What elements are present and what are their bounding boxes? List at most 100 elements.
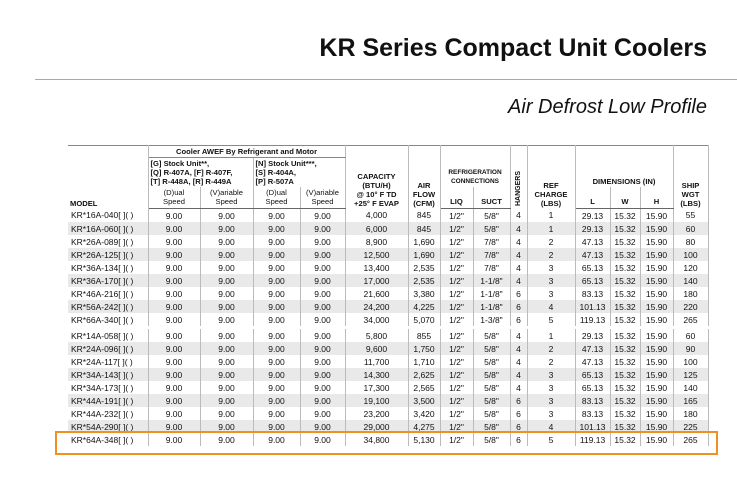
- cell: 34,800: [345, 433, 409, 446]
- cell: 1: [527, 222, 576, 235]
- cell: 15.90: [640, 261, 674, 274]
- cell: 1/2": [440, 368, 474, 381]
- cell: 9.00: [253, 368, 301, 381]
- cell: 4: [510, 222, 528, 235]
- cell: 15.90: [640, 208, 674, 222]
- cell: 9.00: [148, 248, 201, 261]
- cell: 9.00: [300, 274, 346, 287]
- table-row: KR*54A-290[ ]( ) 9.00 9.00 9.00 9.00 29,000 4,…: [68, 420, 709, 433]
- table-row: KR*44A-232[ ]( ) 9.00 9.00 9.00 9.00 23,200 3,…: [68, 407, 709, 420]
- header-text: SHIP: [681, 180, 700, 190]
- header-cell: SUCT: [473, 187, 511, 209]
- header-text: [N] Stock Unit***,: [255, 159, 317, 168]
- cell: 13,400: [345, 261, 409, 274]
- cell: 225: [673, 420, 709, 433]
- header-cell: Cooler AWEF By Refrigerant and Motor: [148, 145, 346, 158]
- cell: 9.00: [200, 407, 254, 420]
- cell: 9.00: [253, 326, 301, 342]
- cell: 7/8": [473, 261, 511, 274]
- cell: 65.13: [575, 368, 611, 381]
- cell: 9.00: [300, 313, 346, 328]
- cell: 83.13: [575, 407, 611, 420]
- cell: 12,500: [345, 248, 409, 261]
- cell: 15.90: [640, 274, 674, 287]
- header-text: [T] R-448A, [R] R-449A: [150, 177, 232, 186]
- header-text: (LBS): [540, 198, 562, 208]
- cell: 15.90: [640, 420, 674, 433]
- cell: 6: [510, 433, 528, 446]
- cell: 1/2": [440, 235, 474, 248]
- cell: 4: [510, 342, 528, 355]
- cell: 125: [673, 368, 709, 381]
- cell: 6: [510, 407, 528, 420]
- table-row: KR*46A-216[ ]( ) 9.00 9.00 9.00 9.00 21,600 3,…: [68, 287, 709, 300]
- header-text: [G] Stock Unit**,: [150, 159, 210, 168]
- subtitle: Air Defrost Low Profile: [508, 96, 707, 118]
- header-text: W: [621, 197, 629, 206]
- cell: 265: [673, 313, 709, 328]
- header-cell: (D)ual Speed: [148, 187, 201, 209]
- cell: KR*14A-058[ ]( ): [68, 326, 149, 342]
- cell: 9.00: [300, 355, 346, 368]
- cell: 9.00: [253, 222, 301, 235]
- header-cell: CAPACITY (BTU/H) @ 10° F TD +25° F EVAP: [345, 145, 409, 209]
- cell: 3,500: [408, 394, 441, 407]
- cell: 9.00: [300, 222, 346, 235]
- cell: 9.00: [200, 274, 254, 287]
- cell: 47.13: [575, 355, 611, 368]
- cell: 9.00: [253, 248, 301, 261]
- header-text: Speed: [311, 197, 334, 206]
- cell: 15.90: [640, 342, 674, 355]
- cell: KR*44A-191[ ]( ): [68, 394, 149, 407]
- cell: 15.32: [610, 208, 641, 222]
- cell: 9.00: [253, 287, 301, 300]
- cell: 15.32: [610, 300, 641, 313]
- header-cell: HANGERS: [510, 145, 528, 209]
- header-cell: L: [575, 187, 611, 209]
- cell: 7/8": [473, 235, 511, 248]
- header-cell: (V)ariable Speed: [300, 187, 346, 209]
- cell: 1/2": [440, 394, 474, 407]
- header-text: CHARGE: [534, 189, 568, 199]
- cell: 9.00: [200, 433, 254, 446]
- cell: 9.00: [148, 274, 201, 287]
- cell: 15.32: [610, 326, 641, 342]
- cell: 9.00: [148, 407, 201, 420]
- cell: 15.32: [610, 222, 641, 235]
- cell: 3: [527, 368, 576, 381]
- cell: 5/8": [473, 420, 511, 433]
- cell: 4,225: [408, 300, 441, 313]
- cell: 3: [527, 407, 576, 420]
- header-text: SUCT: [481, 197, 502, 206]
- cell: 6: [510, 420, 528, 433]
- cell: 15.32: [610, 407, 641, 420]
- cell: 1/2": [440, 381, 474, 394]
- header-text: Speed: [265, 197, 288, 206]
- header-cell: [N] Stock Unit***, [S] R-404A, [P] R-507A: [253, 157, 346, 187]
- header-text: (D)ual: [266, 188, 287, 197]
- cell: 1-1/8": [473, 300, 511, 313]
- cell: 2,535: [408, 274, 441, 287]
- cell: 9.00: [148, 326, 201, 342]
- cell: 9.00: [148, 222, 201, 235]
- cell: 14,300: [345, 368, 409, 381]
- cell: 9.00: [300, 326, 346, 342]
- cell: 4: [510, 381, 528, 394]
- table-row: KR*36A-170[ ]( ) 9.00 9.00 9.00 9.00 17,000 2,…: [68, 274, 709, 287]
- cell: 9.00: [148, 355, 201, 368]
- header-cell: LIQ: [440, 187, 474, 209]
- cell: 9.00: [253, 394, 301, 407]
- cell: 9.00: [200, 235, 254, 248]
- cell: 9.00: [200, 420, 254, 433]
- table-row: KR*36A-134[ ]( ) 9.00 9.00 9.00 9.00 13,400 2,…: [68, 261, 709, 274]
- table-row: KR*26A-089[ ]( ) 9.00 9.00 9.00 9.00 8,900 1,6…: [68, 235, 709, 248]
- cell: 1,750: [408, 342, 441, 355]
- cell: 2: [527, 248, 576, 261]
- cell: 2: [527, 342, 576, 355]
- cell: 9.00: [200, 355, 254, 368]
- cell: 165: [673, 394, 709, 407]
- header-cell: AIR FLOW (CFM): [408, 145, 441, 209]
- cell: 220: [673, 300, 709, 313]
- cell: 47.13: [575, 342, 611, 355]
- cell: 5,130: [408, 433, 441, 446]
